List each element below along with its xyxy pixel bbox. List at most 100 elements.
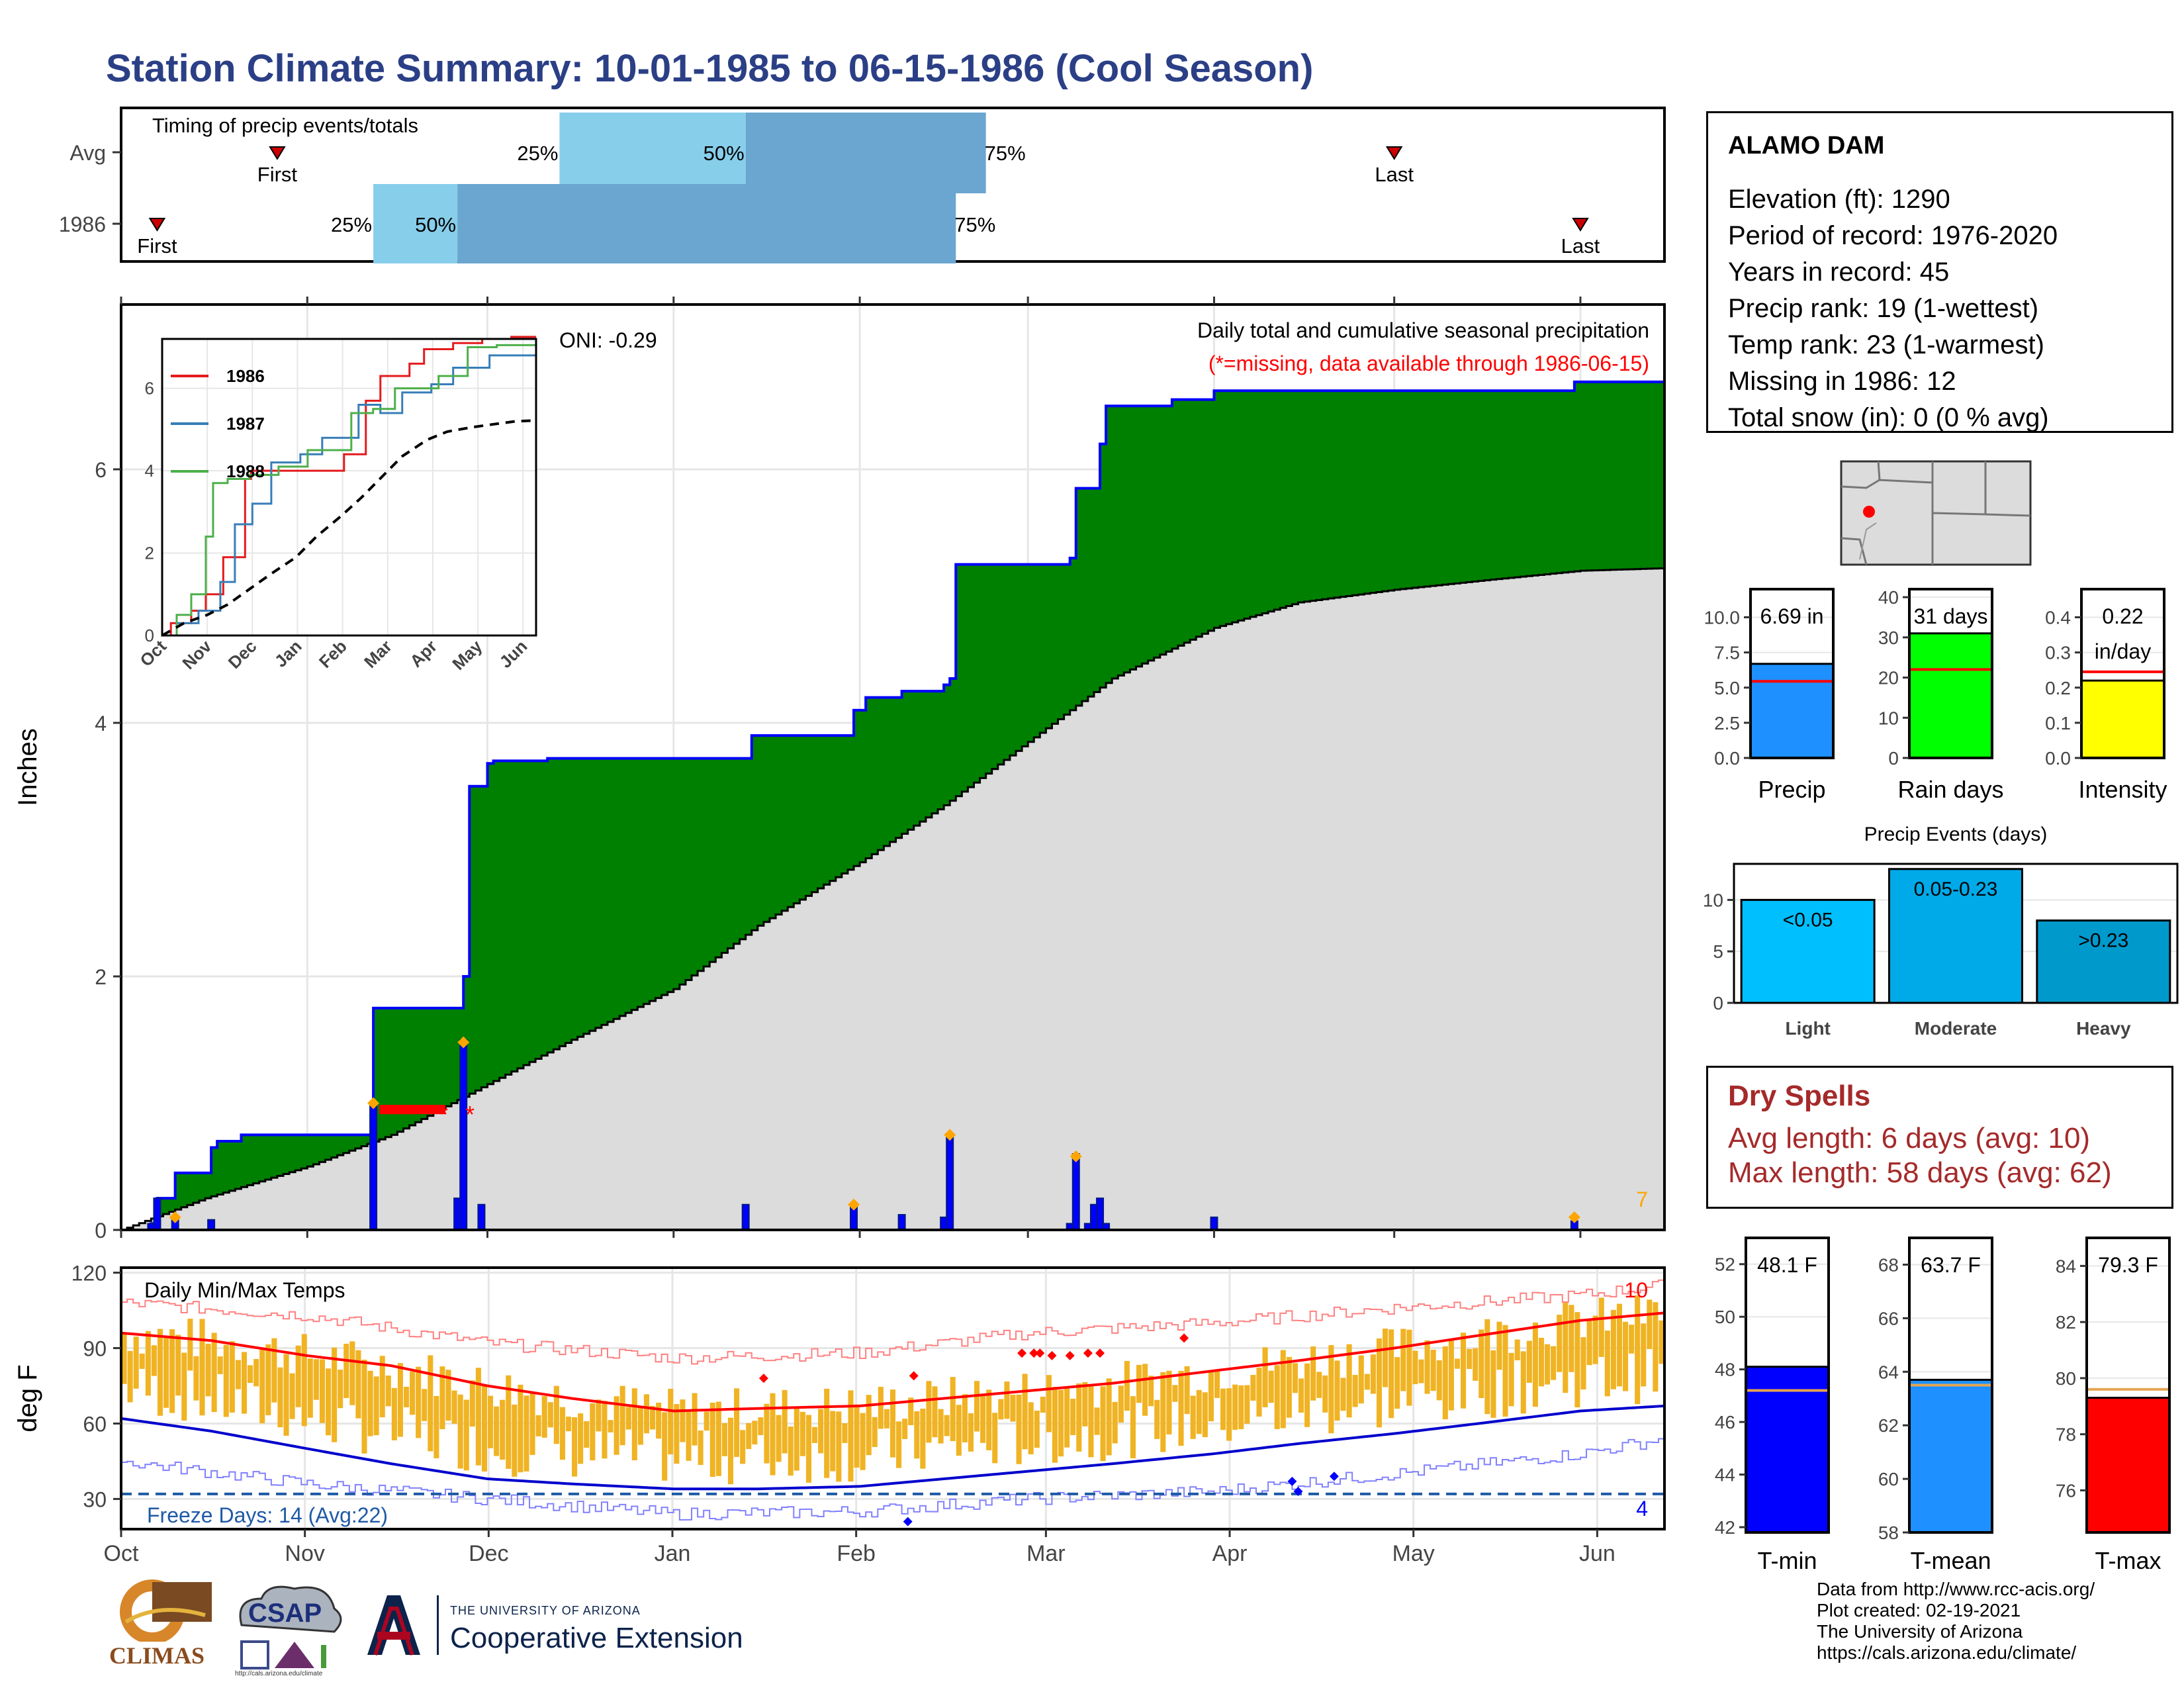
temp-daily-bar	[674, 1404, 680, 1464]
temp-daily-bar	[812, 1427, 818, 1443]
inset-ytick-label: 6	[145, 379, 154, 399]
temp-frame	[120, 1266, 1666, 1530]
temp-daily-bar	[1502, 1325, 1508, 1417]
location-map	[1840, 460, 2032, 566]
temp-daily-bar	[1592, 1315, 1598, 1364]
temp-daily-bar	[229, 1341, 235, 1413]
temp-count-hot: 10	[1624, 1278, 1648, 1302]
precip-ytick-label: 6	[95, 458, 107, 482]
temp-daily-bar	[410, 1371, 416, 1415]
timing-title: Timing of precip events/totals	[152, 114, 418, 137]
mini-ytick-label: 80	[2056, 1368, 2076, 1389]
temp-daily-bar	[596, 1399, 602, 1432]
events-ytick-label: 10	[1703, 890, 1723, 910]
temp-daily-bar	[265, 1344, 271, 1415]
precip-frame	[120, 303, 1666, 1231]
inset-legend-label: 1987	[226, 414, 265, 434]
events-bar-moderate	[1888, 868, 2023, 1004]
mini-ytick-label: 7.5	[1714, 643, 1740, 663]
precip-extreme-marker	[1568, 1211, 1580, 1223]
temp-daily-bar	[1046, 1375, 1052, 1432]
precip-cumulative-line	[121, 380, 1664, 1231]
temp-daily-bar	[656, 1402, 662, 1439]
temp-hot-marker	[1029, 1348, 1039, 1358]
temp-daily-bar	[1070, 1398, 1076, 1436]
temp-daily-bar	[403, 1386, 410, 1408]
temp-hot-marker	[909, 1371, 919, 1381]
timing-chart: Timing of precip events/totals Avg 25% 50% 7…	[59, 107, 1666, 263]
inset-frame-outline	[161, 338, 537, 637]
mini-ytick-label: 2.5	[1714, 713, 1740, 733]
temp-ytick-label: 120	[71, 1262, 107, 1286]
temp-daily-bar	[1118, 1385, 1124, 1423]
inset-ytick-label: 4	[145, 461, 154, 481]
temp-daily-bar	[878, 1387, 884, 1429]
temp-daily-bar	[1430, 1349, 1436, 1391]
mini-ytick-label: 52	[1715, 1254, 1735, 1275]
temp-daily-bar	[914, 1411, 920, 1459]
temp-daily-bar	[692, 1393, 698, 1446]
temp-daily-bar	[1178, 1370, 1184, 1446]
precip-missing-mark: *	[465, 1101, 475, 1128]
temp-daily-bar	[313, 1359, 319, 1400]
temp-daily-bar	[854, 1404, 860, 1468]
temp-daily-bar	[830, 1411, 836, 1472]
temp-daily-bar	[1160, 1372, 1166, 1452]
temp-daily-bar	[1545, 1344, 1551, 1385]
precip-extreme-marker	[944, 1129, 956, 1141]
temp-daily-bar	[1383, 1329, 1388, 1387]
temp-daily-bar	[866, 1395, 872, 1456]
temp-daily-bar	[794, 1408, 799, 1471]
temp-daily-bar	[1106, 1378, 1112, 1456]
temp-daily-bar	[457, 1394, 463, 1469]
temp-daily-bar	[1082, 1382, 1088, 1427]
temp-daily-bar	[1166, 1370, 1172, 1434]
mini-value-label: 48.1 F	[1757, 1253, 1817, 1277]
credit-university: The University of Arizona	[1817, 1621, 2023, 1642]
precip-extreme-marker	[457, 1036, 470, 1049]
temp-daily-bar	[1136, 1364, 1142, 1403]
temp-daily-bar	[277, 1367, 283, 1428]
mini-ytick-label: 58	[1878, 1523, 1899, 1543]
temp-daily-bar	[1232, 1384, 1238, 1430]
dry-spells-avg: Avg length: 6 days (avg: 10)	[1728, 1122, 2091, 1154]
temp-daily-bar	[770, 1393, 776, 1476]
ua-big-text: Cooperative Extension	[450, 1622, 743, 1654]
temp-daily-bar	[1473, 1348, 1479, 1381]
dry-spells-title: Dry Spells	[1728, 1080, 1871, 1112]
temp-daily-bar	[1184, 1366, 1190, 1415]
mini-ytick-label: 46	[1715, 1412, 1735, 1432]
csap-text: CSAP	[248, 1599, 322, 1628]
mini-panel-label: Intensity	[2078, 776, 2167, 803]
ua-small-text: THE UNIVERSITY OF ARIZONA	[450, 1604, 641, 1617]
temp-daily-bar	[956, 1405, 962, 1456]
climas-logo: CLIMAS	[106, 1575, 218, 1675]
temp-daily-bar	[500, 1399, 506, 1460]
temp-daily-bar	[506, 1375, 512, 1469]
temp-daily-bar	[1532, 1322, 1538, 1407]
temp-daily-bar	[902, 1419, 908, 1439]
temp-daily-bar	[944, 1415, 950, 1436]
temp-daily-bar	[932, 1386, 938, 1438]
temp-daily-bar	[463, 1399, 469, 1471]
temp-mini-charts: 42 44 46 48 50 52 48.1 F T-min 58 60 62 64 66 68 63.7 …	[1715, 1237, 2171, 1574]
temp-daily-bar	[565, 1417, 572, 1432]
temp-daily-bar	[481, 1385, 488, 1472]
temp-daily-bar	[187, 1319, 193, 1371]
temp-daily-bar	[379, 1356, 385, 1418]
precip-extreme-marker	[848, 1198, 860, 1211]
precip-ytick-label: 4	[95, 712, 107, 735]
mini-ytick-label: 0.0	[2045, 748, 2071, 769]
temp-daily-bar	[343, 1343, 349, 1398]
mini-ytick-label: 76	[2056, 1480, 2076, 1501]
temp-daily-bar	[416, 1366, 422, 1438]
precip-daily-bar	[153, 1197, 161, 1231]
temp-daily-bar	[469, 1380, 475, 1427]
temp-daily-bar	[1208, 1372, 1214, 1422]
temp-daily-bar	[805, 1415, 812, 1483]
mini-ytick-label: 0.2	[2045, 678, 2071, 698]
precip-ylabel: Inches	[13, 728, 42, 806]
temp-daily-bar	[235, 1360, 241, 1389]
temp-daily-bar	[1557, 1315, 1563, 1372]
data-credits: Data from http://www.rcc-acis.org/Plot c…	[1817, 1579, 2095, 1664]
